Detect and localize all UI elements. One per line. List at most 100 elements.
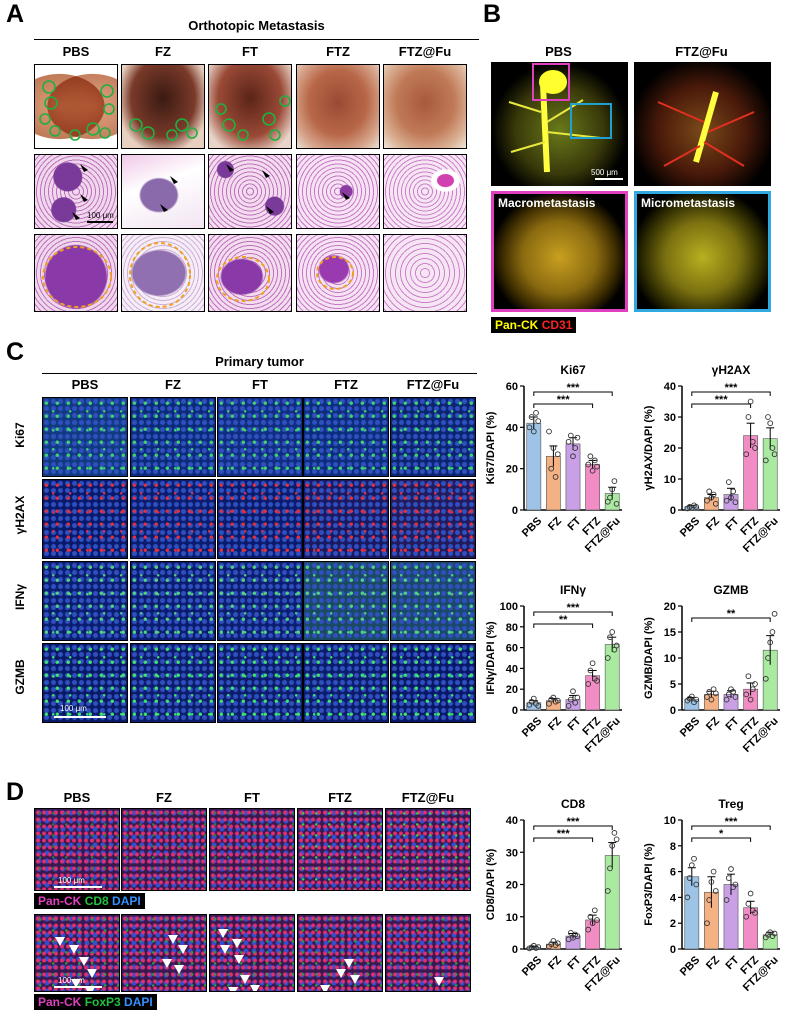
x-tick-label: PBS [678,715,702,739]
data-point [710,868,717,875]
y-tick-label: 60 [506,643,518,655]
panel-letter-a: A [6,0,25,28]
data-point [552,474,559,480]
he-high-ftzfu [383,234,467,312]
data-point [767,639,774,646]
data-point [611,830,618,836]
data-point [728,866,734,872]
y-tick-label: 40 [506,815,518,827]
legend-dapi: DAPI [112,894,141,908]
data-point [765,414,771,420]
panel-b-scale-label: 500 μm [591,168,618,177]
y-axis-label: CD8/DAPI (%) [485,848,497,920]
data-point [572,699,579,706]
data-point [613,642,620,649]
data-point [745,900,752,907]
significance-bracket [691,391,771,396]
y-tick-label: 30 [506,847,518,859]
y-tick-label: 40 [506,663,518,675]
data-point [732,881,739,888]
panel-b-scale-bar [595,178,623,180]
data-point [723,497,730,504]
data-point [589,920,596,927]
foxp3-arrowhead [234,955,244,964]
lung-photo-ft [208,64,292,149]
legend-pan-ck: Pan-CK [38,894,82,908]
data-point [704,694,710,700]
data-point [587,913,594,920]
significance-bracket [533,403,594,408]
fluor-image-gzmb-0 [42,643,128,723]
y-tick-label: 10 [506,912,518,924]
panel-d-image-foxp3-0 [34,914,120,992]
panel-a-divider [34,39,479,40]
data-point [725,479,732,485]
foxp3-arrowhead [174,965,184,974]
data-point [607,494,613,501]
data-point [594,463,600,470]
y-tick-label: 4 [670,892,677,904]
panel-d-image-foxp3-3 [297,914,383,992]
significance-label: *** [725,816,739,828]
row-label-gh2ax: γH2AX [13,495,27,535]
data-point [604,655,611,661]
fluor-image-h2ax-2 [217,479,303,559]
y-tick-label: 15 [664,627,676,639]
y-tick-label: 20 [506,880,518,892]
data-point [762,457,769,464]
foxp3-arrowhead [320,985,330,991]
data-point [574,434,581,441]
data-point [769,445,776,451]
foxp3-arrowhead [232,939,242,948]
he-high-pbs [34,234,118,312]
panel-c-header-pbs: PBS [71,377,99,392]
y-tick-label: 0 [512,944,518,956]
foxp3-arrowhead [85,987,95,991]
y-tick-label: 6 [670,867,676,879]
significance-label: *** [567,382,581,394]
data-point [535,418,542,424]
significance-label: *** [557,828,571,840]
x-tick-label: PBS [678,515,702,539]
fluor-image-h2ax-3 [303,479,389,559]
y-axis-label: IFNγ/DAPI (%) [485,621,497,695]
data-point [570,688,576,695]
panel-d-scale-label: 100 μm [58,876,85,885]
y-tick-label: 0 [512,705,518,717]
fluor-image-h2ax-4 [390,479,476,559]
data-point [587,667,594,674]
data-point [528,414,535,420]
foxp3-arrowhead [168,935,178,944]
row-label-ifng: IFNγ [13,584,27,611]
data-point [591,457,598,464]
fluor-image-gzmb-2 [217,643,303,723]
y-tick-label: 60 [506,381,518,393]
tumor-outline [42,246,112,308]
lung-3d-pbs: 500 μm [491,62,628,186]
y-tick-label: 20 [664,443,676,455]
significance-label: *** [567,816,581,828]
data-point [762,675,769,682]
fluor-image-gzmb-3 [303,643,389,723]
data-point [565,438,572,445]
panel-d-header-ftzfu: FTZ@Fu [401,790,455,805]
foxp3-arrowhead [250,985,260,991]
data-point [752,681,758,687]
fluor-image-ki67-3 [303,397,389,477]
y-tick-label: 10 [664,474,676,486]
data-point [725,875,732,881]
significance-label: ** [559,614,568,626]
fluor-image-gzmb-1 [130,643,216,723]
he-arrows [72,164,350,220]
y-tick-label: 30 [664,412,676,424]
y-axis-label: Ki67/DAPI (%) [485,411,497,484]
chart-title: IFNγ [560,583,586,597]
data-point [530,695,537,702]
data-point [767,420,774,427]
x-tick-label: PBS [678,954,702,978]
significance-bracket [533,611,613,616]
data-point [526,424,533,431]
metastasis-circles [129,118,198,141]
panel-b-header-ftzfu: FTZ@Fu [675,44,728,59]
